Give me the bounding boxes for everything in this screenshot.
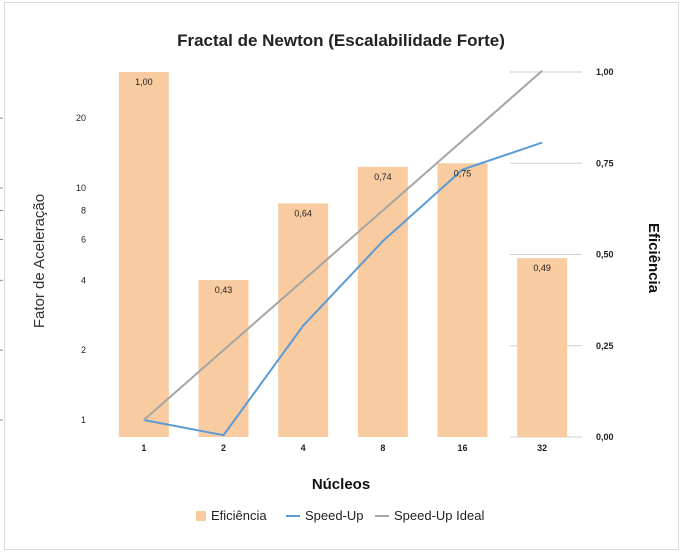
efficiency-bar xyxy=(118,72,169,437)
left-tick-label: 8 xyxy=(81,205,86,215)
lines xyxy=(143,70,543,437)
speed-up-line xyxy=(143,141,543,437)
right-tick-label: 0,25 xyxy=(596,341,614,351)
x-axis-label: Núcleos xyxy=(312,476,370,493)
legend: Eficiência Speed-Up Speed-Up Ideal xyxy=(196,508,484,523)
left-tick-label: 6 xyxy=(81,234,86,244)
left-tick-label: 10 xyxy=(76,183,86,193)
right-tick-label: 1,00 xyxy=(596,67,614,77)
chart-title: Fractal de Newton (Escalabilidade Forte) xyxy=(177,31,505,50)
right-tick-label: 0,50 xyxy=(596,250,614,260)
efficiency-bar xyxy=(437,163,488,437)
legend-label-efici-ncia: Eficiência xyxy=(211,508,267,523)
legend-label-speed-up: Speed-Up xyxy=(305,508,364,523)
x-tick-label: 16 xyxy=(457,443,467,453)
left-tick-label: 4 xyxy=(81,275,86,285)
x-tick-label: 1 xyxy=(141,443,146,453)
efficiency-bar xyxy=(357,166,408,437)
y-axis-left-label: Fator de Aceleração xyxy=(31,194,48,328)
speed-up-ideal-line xyxy=(143,70,543,421)
x-tick-label: 4 xyxy=(301,443,306,453)
efficiency-bar xyxy=(198,280,249,437)
efficiency-bar xyxy=(278,203,329,437)
right-tick-label: 0,00 xyxy=(596,432,614,442)
efficiency-data-label: 0,75 xyxy=(454,168,472,178)
efficiency-data-label: 0,43 xyxy=(215,285,233,295)
data-labels: 1,00 0,43 0,64 0,74 0,75 0,49 xyxy=(135,77,551,295)
efficiency-data-label: 0,64 xyxy=(294,208,312,218)
left-tick-label: 20 xyxy=(76,113,86,123)
bars xyxy=(118,72,568,437)
y-axis-right-label: Eficiência xyxy=(645,223,662,294)
x-tick-label: 8 xyxy=(380,443,385,453)
x-tick-label: 2 xyxy=(221,443,226,453)
left-tick-label: 1 xyxy=(81,415,86,425)
efficiency-data-label: 0,74 xyxy=(374,172,392,182)
efficiency-data-label: 1,00 xyxy=(135,77,153,87)
legend-label-speed-up-ideal: Speed-Up Ideal xyxy=(394,508,484,523)
x-tick-label: 32 xyxy=(537,443,547,453)
efficiency-data-label: 0,49 xyxy=(533,263,551,273)
right-tick-label: 0,75 xyxy=(596,158,614,168)
left-tick-label: 2 xyxy=(81,345,86,355)
efficiency-bar xyxy=(517,258,568,437)
legend-swatch-efici-ncia xyxy=(196,511,206,521)
